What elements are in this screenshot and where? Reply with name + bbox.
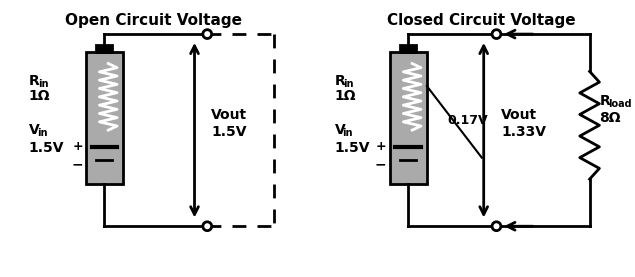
Text: Vout: Vout [211, 109, 247, 122]
Circle shape [492, 222, 501, 231]
Bar [86, 52, 123, 184]
Text: in: in [37, 128, 47, 138]
Text: Open Circuit Voltage: Open Circuit Voltage [65, 12, 242, 27]
Text: R: R [335, 74, 345, 88]
Text: −: − [375, 157, 387, 171]
Text: 1.5V: 1.5V [211, 125, 246, 139]
Bar [401, 45, 416, 52]
Circle shape [203, 30, 211, 39]
Bar [97, 45, 112, 52]
Text: 1.33V: 1.33V [502, 125, 546, 139]
Bar [390, 52, 427, 184]
Text: R: R [29, 74, 39, 88]
Text: 1.5V: 1.5V [335, 141, 370, 155]
Text: load: load [608, 99, 632, 109]
Text: V: V [29, 123, 39, 137]
Text: Closed Circuit Voltage: Closed Circuit Voltage [387, 12, 576, 27]
Circle shape [203, 222, 211, 231]
Text: in: in [344, 79, 354, 89]
Text: 1Ω: 1Ω [335, 89, 356, 103]
Text: Vout: Vout [502, 109, 537, 122]
Text: 8Ω: 8Ω [599, 111, 621, 125]
Text: V: V [335, 123, 345, 137]
Text: R: R [599, 94, 610, 108]
Text: 1Ω: 1Ω [29, 89, 50, 103]
Text: in: in [342, 128, 353, 138]
Text: 0.17V: 0.17V [448, 114, 488, 127]
Text: −: − [71, 157, 83, 171]
Text: +: + [72, 140, 83, 153]
Text: 1.5V: 1.5V [29, 141, 64, 155]
Text: in: in [37, 79, 48, 89]
Text: +: + [376, 140, 387, 153]
Circle shape [492, 30, 501, 39]
